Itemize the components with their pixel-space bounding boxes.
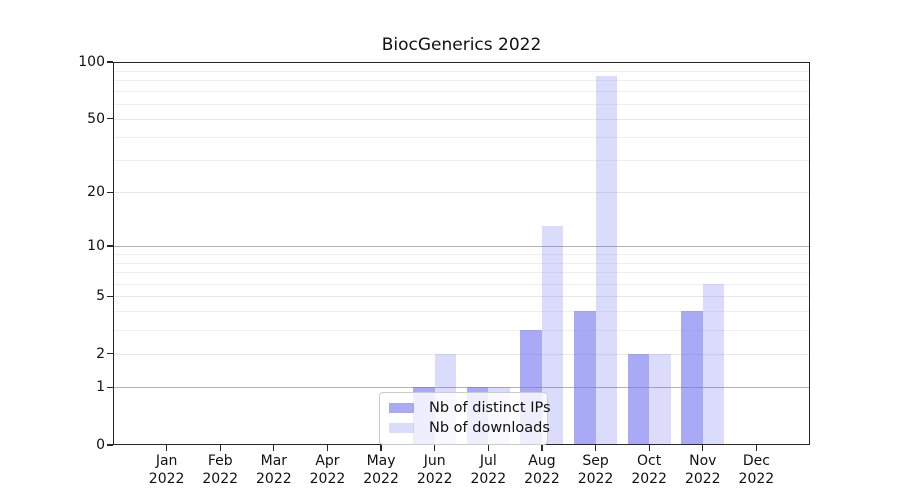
x-tick-label: Jun 2022 [416, 453, 453, 487]
minor-gridline [113, 103, 810, 105]
x-tick-label: Jul 2022 [470, 453, 507, 487]
minor-gridline [113, 80, 810, 82]
bar-distinct-ips [574, 311, 596, 445]
x-tick-mark [648, 445, 650, 451]
plot-area [113, 62, 810, 445]
y-tick-mark [107, 386, 113, 389]
bar-downloads [541, 225, 564, 445]
minor-gridline [113, 329, 810, 331]
x-tick-mark [380, 445, 382, 451]
legend-swatch-downloads-icon [389, 423, 414, 433]
x-tick-mark [755, 445, 757, 451]
x-tick-mark [434, 445, 436, 451]
minor-gridline [113, 70, 810, 72]
x-tick-label: Oct 2022 [631, 453, 667, 487]
x-tick-mark [487, 445, 489, 451]
y-tick-label: 20 [87, 184, 105, 201]
legend-entry-distinct-ips: Nb of distinct IPs [380, 398, 551, 418]
y-tick-label: 0 [96, 437, 105, 453]
x-tick-label: May 2022 [363, 453, 399, 487]
x-tick-mark [219, 445, 221, 451]
x-tick-label: Nov 2022 [684, 453, 721, 487]
bar-downloads [702, 283, 725, 445]
gridline [113, 118, 810, 120]
gridline [113, 192, 810, 194]
gridline [113, 353, 810, 355]
x-tick-label: Aug 2022 [524, 453, 560, 487]
x-tick-mark [326, 445, 329, 451]
y-tick-mark [107, 61, 113, 63]
emphasized-gridline [113, 246, 810, 247]
y-tick-mark [107, 118, 113, 120]
bar-distinct-ips [681, 311, 703, 445]
minor-gridline [113, 136, 810, 138]
x-tick-label: Sep 2022 [577, 453, 614, 487]
y-tick-label: 50 [87, 110, 105, 127]
minor-gridline [113, 283, 810, 285]
x-tick-mark [541, 445, 543, 451]
gridline [113, 296, 810, 298]
y-tick-mark [107, 295, 113, 297]
minor-gridline [113, 262, 810, 264]
legend-label-distinct-ips: Nb of distinct IPs [429, 400, 551, 416]
x-tick-mark [273, 445, 275, 451]
emphasized-gridline [113, 387, 810, 389]
minor-gridline [113, 272, 810, 274]
x-tick-label: Apr 2022 [309, 453, 346, 487]
y-tick-label: 10 [87, 238, 105, 254]
minor-gridline [113, 311, 810, 313]
x-tick-mark [702, 445, 704, 451]
x-tick-mark [594, 445, 597, 451]
legend-entry-downloads: Nb of downloads [380, 418, 550, 438]
x-tick-label: Feb 2022 [202, 453, 239, 487]
y-tick-label: 100 [78, 54, 105, 70]
bar-downloads [649, 353, 671, 445]
legend: Nb of distinct IPs Nb of downloads [379, 392, 551, 445]
chart-title: BiocGenerics 2022 [381, 35, 542, 55]
y-tick-label: 5 [96, 288, 105, 305]
y-tick-label: 1 [96, 379, 105, 396]
minor-gridline [113, 91, 810, 93]
y-tick-mark [107, 353, 113, 355]
x-tick-label: Jan 2022 [148, 453, 185, 487]
y-tick-mark [107, 191, 113, 193]
y-tick-mark [107, 245, 113, 247]
bar-downloads [595, 76, 617, 445]
x-tick-mark [166, 445, 168, 451]
x-tick-label: Mar 2022 [256, 453, 292, 487]
legend-label-downloads: Nb of downloads [429, 420, 550, 436]
minor-gridline [113, 160, 810, 162]
y-tick-mark [107, 444, 113, 446]
minor-gridline [113, 253, 810, 255]
x-tick-label: Dec 2022 [738, 453, 775, 487]
y-tick-label: 2 [96, 345, 105, 362]
bar-distinct-ips [627, 353, 650, 445]
legend-swatch-distinct-ips-icon [389, 403, 414, 413]
